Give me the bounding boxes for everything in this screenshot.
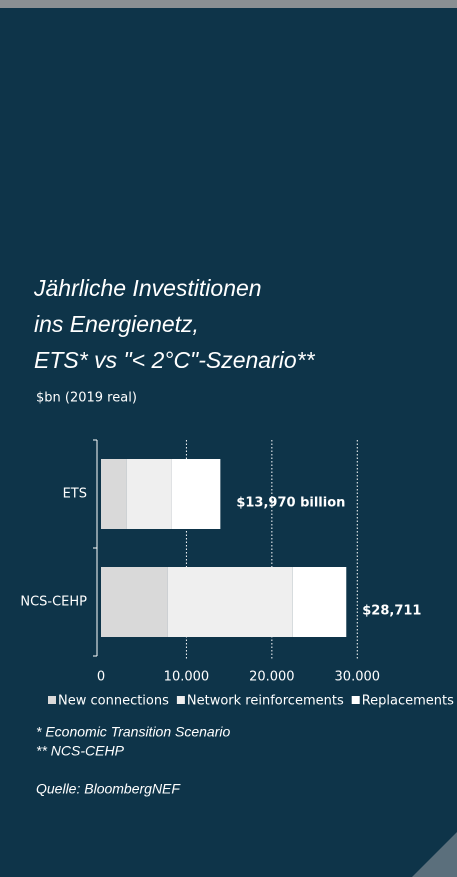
legend-swatch [177,696,185,704]
legend-label: New connections [58,694,169,709]
bar-segment [172,459,220,529]
legend-label: Replacements [362,694,454,709]
y-tick-label: NCS-CEHP [20,595,87,610]
title-line: ins Energienetz, [34,311,199,337]
legend-swatch [352,696,360,704]
bar-segment [127,459,172,529]
x-tick-label: 0 [97,670,105,685]
bar-segment [168,567,293,637]
chart: Jährliche Investitionen ins Energienetz,… [0,0,457,877]
legend-swatch [48,696,56,704]
bar-segment [101,567,168,637]
top-image-strip [0,0,457,8]
footnote: * Economic Transition Scenario [36,724,230,740]
footnote: Quelle: BloombergNEF [36,781,181,797]
axis-label: $bn (2019 real) [36,391,137,406]
bar-segment [293,567,346,637]
x-tick-label: 30.000 [335,670,381,685]
footnote: ** NCS-CEHP [36,743,125,759]
total-label: $28,711 [362,604,421,619]
y-tick-label: ETS [63,487,87,502]
title-line: Jährliche Investitionen [33,275,262,301]
title-line: ETS* vs "< 2°C"-Szenario** [34,347,316,373]
bar-segment [101,459,127,529]
x-tick-label: 20.000 [249,670,295,685]
total-label: $13,970 billion [236,496,345,511]
legend-label: Network reinforcements [187,694,344,709]
x-tick-label: 10.000 [164,670,210,685]
